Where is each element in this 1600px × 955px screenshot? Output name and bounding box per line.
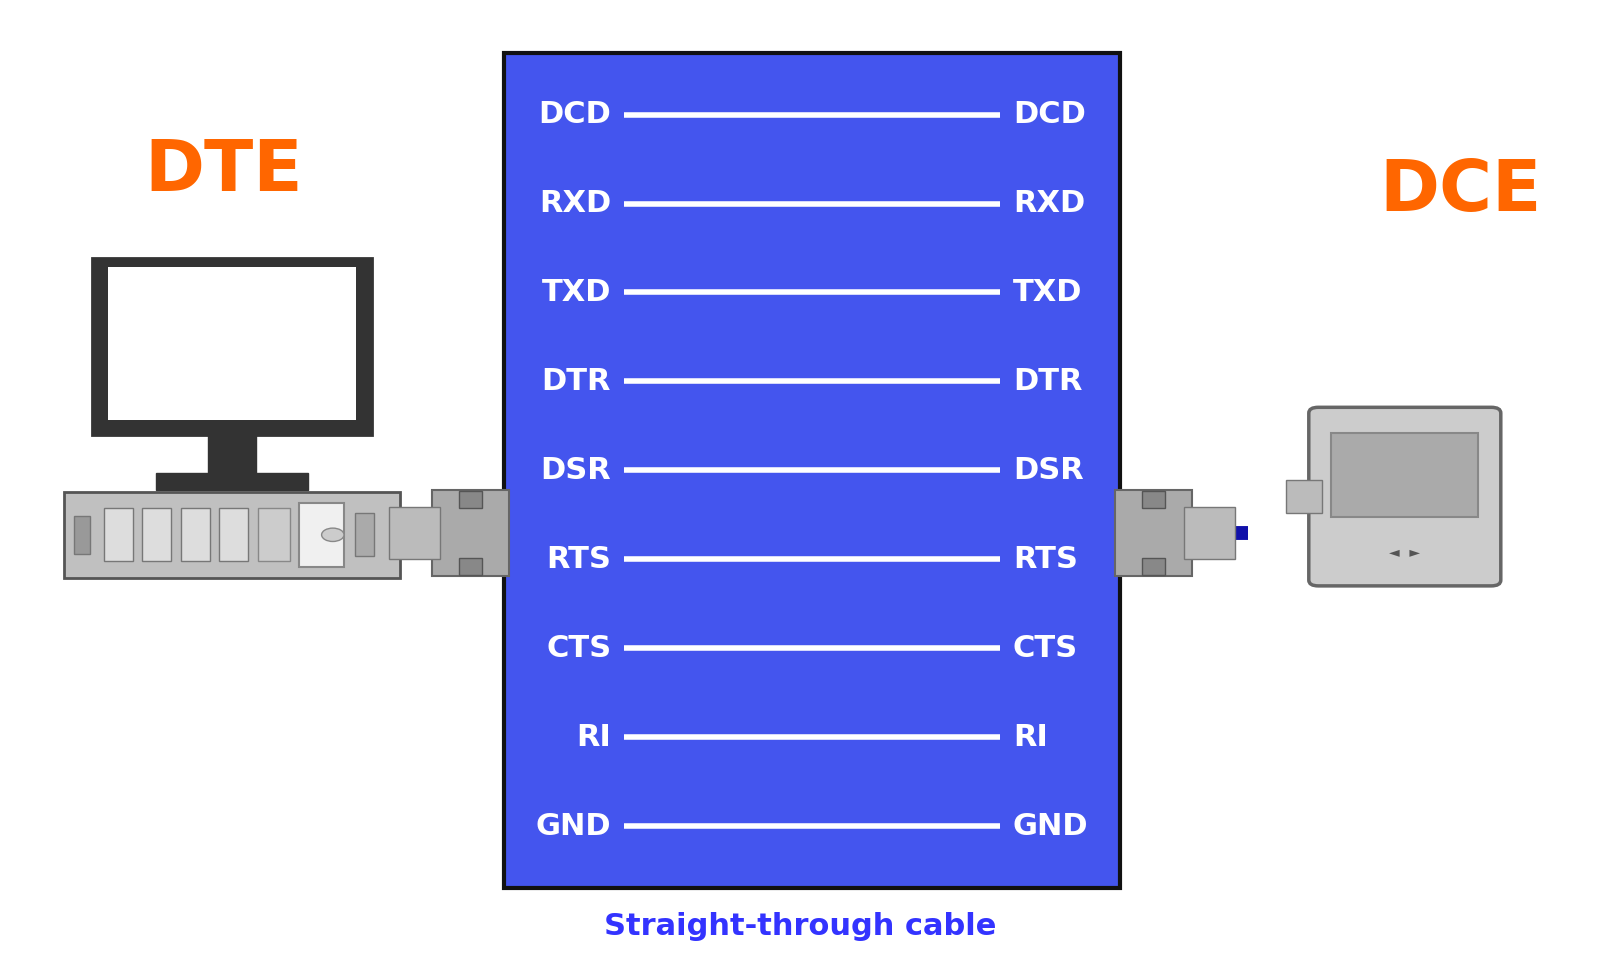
Text: GND: GND (1013, 812, 1088, 840)
FancyBboxPatch shape (432, 490, 509, 577)
Text: DCD: DCD (1013, 100, 1086, 129)
Text: CTS: CTS (546, 634, 611, 663)
FancyBboxPatch shape (389, 507, 440, 560)
Text: DSR: DSR (1013, 456, 1083, 485)
FancyBboxPatch shape (74, 516, 90, 554)
FancyBboxPatch shape (219, 508, 248, 562)
FancyBboxPatch shape (355, 514, 374, 556)
FancyBboxPatch shape (504, 53, 1120, 888)
Circle shape (322, 528, 344, 541)
FancyBboxPatch shape (1184, 507, 1235, 560)
FancyBboxPatch shape (1331, 434, 1478, 517)
Text: TXD: TXD (1013, 278, 1082, 307)
Text: TXD: TXD (542, 278, 611, 307)
FancyBboxPatch shape (64, 492, 400, 578)
FancyBboxPatch shape (1309, 408, 1501, 586)
Text: RTS: RTS (546, 544, 611, 574)
Text: RTS: RTS (1013, 544, 1078, 574)
FancyBboxPatch shape (107, 267, 355, 420)
Text: DTR: DTR (542, 367, 611, 396)
FancyBboxPatch shape (1142, 559, 1165, 575)
Text: DTE: DTE (144, 138, 304, 206)
Text: DCE: DCE (1379, 157, 1542, 225)
FancyBboxPatch shape (142, 508, 171, 562)
FancyBboxPatch shape (459, 492, 482, 508)
Text: DSR: DSR (541, 456, 611, 485)
Text: Straight-through cable: Straight-through cable (603, 912, 997, 941)
Text: DTR: DTR (1013, 367, 1082, 396)
FancyBboxPatch shape (181, 508, 210, 562)
Text: CTS: CTS (1013, 634, 1078, 663)
Text: RXD: RXD (539, 189, 611, 218)
FancyBboxPatch shape (155, 473, 307, 490)
Text: ◄  ►: ◄ ► (1389, 546, 1421, 561)
FancyBboxPatch shape (1142, 492, 1165, 508)
Text: RI: RI (1013, 723, 1048, 752)
FancyBboxPatch shape (299, 502, 344, 567)
FancyBboxPatch shape (459, 559, 482, 575)
FancyBboxPatch shape (104, 508, 133, 562)
FancyBboxPatch shape (1286, 480, 1322, 513)
Text: RXD: RXD (1013, 189, 1085, 218)
Text: GND: GND (536, 812, 611, 840)
FancyBboxPatch shape (258, 508, 290, 562)
Text: DCD: DCD (538, 100, 611, 129)
Text: RI: RI (576, 723, 611, 752)
FancyBboxPatch shape (208, 435, 256, 473)
FancyBboxPatch shape (1115, 490, 1192, 577)
FancyBboxPatch shape (93, 258, 371, 435)
